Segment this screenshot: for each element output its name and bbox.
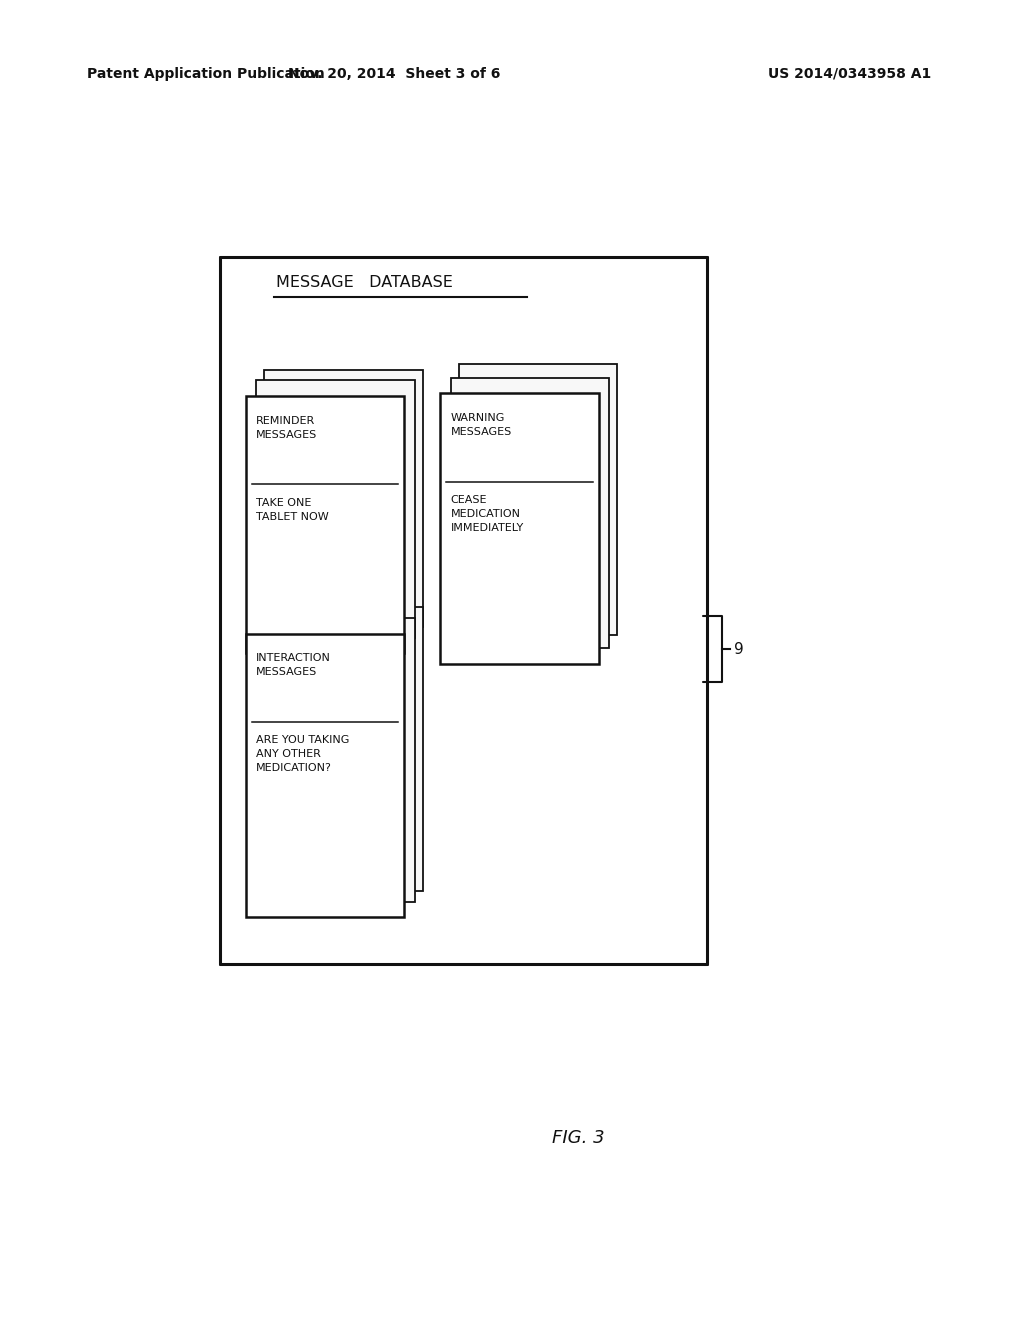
Text: FIG. 3: FIG. 3	[552, 1129, 605, 1147]
Text: 9: 9	[734, 642, 744, 657]
Text: WARNING
MESSAGES: WARNING MESSAGES	[451, 413, 512, 437]
Text: Nov. 20, 2014  Sheet 3 of 6: Nov. 20, 2014 Sheet 3 of 6	[288, 67, 501, 81]
Bar	[264, 370, 423, 627]
Bar	[440, 393, 599, 664]
Text: ARE YOU TAKING
ANY OTHER
MEDICATION?: ARE YOU TAKING ANY OTHER MEDICATION?	[256, 735, 349, 774]
Text: CEASE
MEDICATION
IMMEDIATELY: CEASE MEDICATION IMMEDIATELY	[451, 495, 524, 533]
Bar	[256, 380, 415, 638]
Text: REMINDER
MESSAGES: REMINDER MESSAGES	[256, 416, 317, 440]
Text: MESSAGE   DATABASE: MESSAGE DATABASE	[276, 276, 454, 290]
Bar	[264, 607, 423, 891]
Bar	[246, 634, 404, 917]
Text: INTERACTION
MESSAGES: INTERACTION MESSAGES	[256, 653, 331, 677]
Bar	[451, 378, 609, 648]
Bar	[459, 364, 617, 635]
Text: TAKE ONE
TABLET NOW: TAKE ONE TABLET NOW	[256, 498, 329, 521]
Text: Patent Application Publication: Patent Application Publication	[87, 67, 325, 81]
Bar	[246, 396, 404, 653]
Text: US 2014/0343958 A1: US 2014/0343958 A1	[768, 67, 931, 81]
Bar	[256, 618, 415, 902]
